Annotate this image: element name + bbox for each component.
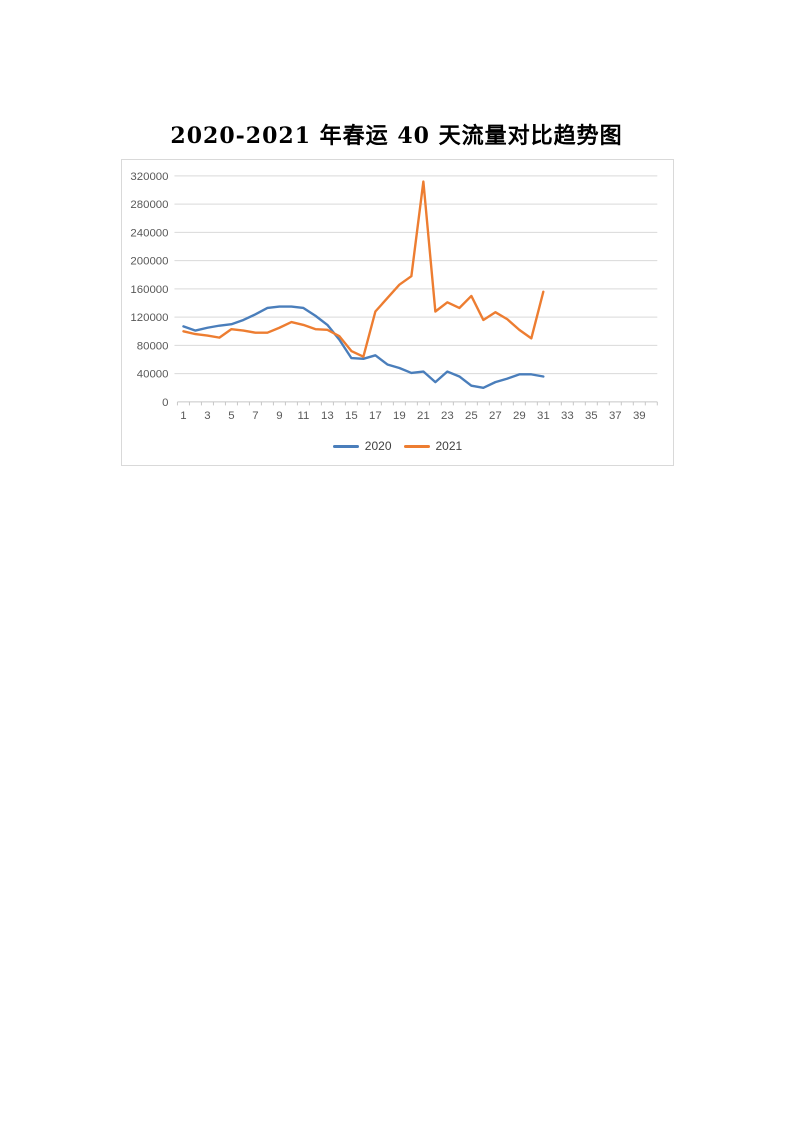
x-axis-label: 5 <box>228 410 234 422</box>
x-axis-label: 1 <box>180 410 186 422</box>
x-axis-label: 33 <box>561 410 574 422</box>
x-axis-label: 19 <box>393 410 406 422</box>
x-axis-label: 3 <box>204 410 210 422</box>
x-axis-label: 7 <box>252 410 258 422</box>
y-axis-label: 120000 <box>130 312 168 324</box>
x-axis-label: 23 <box>441 410 454 422</box>
y-axis-label: 320000 <box>130 171 168 183</box>
series-line-2021 <box>182 180 545 358</box>
y-axis-label: 0 <box>162 397 168 409</box>
y-axis-label: 40000 <box>137 369 169 381</box>
x-axis-label: 9 <box>276 410 282 422</box>
line-chart: 0 40000 80000 120000 160000 200000 240000 28000… <box>130 171 658 422</box>
series-line-2020 <box>182 305 545 389</box>
x-axis-label: 21 <box>417 410 430 422</box>
legend-item-2020: 2020 <box>332 439 392 453</box>
y-axis-label: 80000 <box>137 340 169 352</box>
legend-item-2021: 2021 <box>403 439 463 453</box>
x-axis-label: 17 <box>369 410 382 422</box>
y-axis-label: 240000 <box>130 227 168 239</box>
chart-legend: 2020 2021 <box>122 439 673 453</box>
x-axis-label: 37 <box>609 410 622 422</box>
x-axis-label: 27 <box>489 410 502 422</box>
y-axis-label: 160000 <box>130 284 168 296</box>
chart-title: 2020-2021 年春运 40 天流量对比趋势图 <box>170 123 623 149</box>
x-axis-label: 35 <box>585 410 598 422</box>
x-axis-label: 29 <box>513 410 526 422</box>
chart-container: 0 40000 80000 120000 160000 200000 240000 28000… <box>121 159 674 466</box>
x-axis-label: 39 <box>633 410 646 422</box>
y-axis-label: 280000 <box>130 199 168 211</box>
x-axis-label: 13 <box>321 410 334 422</box>
legend-swatch-2021 <box>403 444 430 448</box>
x-axis-label: 11 <box>297 410 309 422</box>
legend-label-2021: 2021 <box>435 439 463 453</box>
x-axis-label: 31 <box>537 410 550 422</box>
x-axis-label: 25 <box>465 410 478 422</box>
legend-label-2020: 2020 <box>364 439 392 453</box>
x-axis-label: 15 <box>345 410 358 422</box>
y-axis-label: 200000 <box>130 256 168 268</box>
legend-swatch-2020 <box>332 444 359 448</box>
